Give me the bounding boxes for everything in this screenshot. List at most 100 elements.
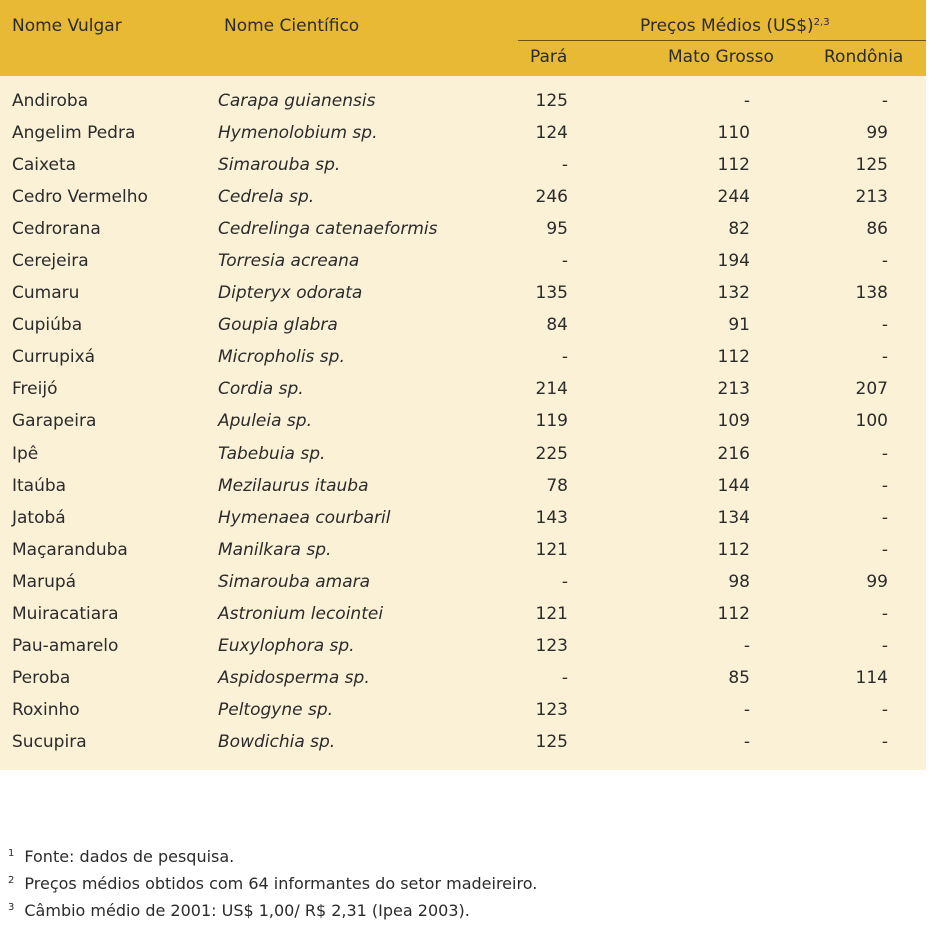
cell-para: 119 [535,411,568,432]
cell-rondonia: 99 [866,571,888,592]
cell-mato-grosso: 91 [728,315,750,336]
header-precos-medios: Preços Médios (US$)2,3 [640,16,830,36]
cell-rondonia: - [881,635,888,656]
cell-mato-grosso: 112 [717,347,750,368]
cell-para: 125 [535,731,568,752]
cell-nome-cientifico: Bowdichia sp. [218,731,336,752]
header-nome-vulgar: Nome Vulgar [12,16,122,36]
cell-nome-vulgar: Ipê [12,443,39,464]
cell-nome-cientifico: Aspidosperma sp. [218,667,370,688]
footnote: 3 Câmbio médio de 2001: US$ 1,00/ R$ 2,31… [8,896,537,923]
table-row: Muiracatiara Astronium lecointei 121 112 - [0,602,926,634]
footnote-text: Fonte: dados de pesquisa. [24,847,235,866]
cell-rondonia: - [881,699,888,720]
cell-para: - [561,571,568,592]
cell-nome-vulgar: Cumaru [12,283,80,304]
footnote-text: Câmbio médio de 2001: US$ 1,00/ R$ 2,31 … [24,901,470,920]
cell-nome-vulgar: Pau-amarelo [12,635,119,656]
table-row: Garapeira Apuleia sp. 119 109 100 [0,409,926,441]
footnote-number: 3 [8,902,15,913]
cell-mato-grosso: 112 [717,155,750,176]
cell-para: 125 [535,91,568,111]
cell-nome-cientifico: Cordia sp. [218,379,304,400]
cell-para: 121 [535,603,568,624]
cell-nome-cientifico: Torresia acreana [218,251,360,272]
table-row: Andiroba Carapa guianensis 125 - - [0,89,926,121]
cell-nome-cientifico: Simarouba amara [218,571,371,592]
cell-mato-grosso: - [743,731,750,752]
table-body: Andiroba Carapa guianensis 125- - Angelim Pe… [0,76,926,770]
cell-nome-cientifico: Tabebuia sp. [218,443,326,464]
cell-para: 143 [535,507,568,528]
cell-para: 225 [535,443,568,464]
cell-rondonia: 125 [855,155,888,176]
cell-mato-grosso: - [743,635,750,656]
cell-nome-vulgar: Cedrorana [12,219,101,240]
cell-nome-cientifico: Hymenaea courbaril [218,507,391,528]
cell-para: 84 [546,315,568,336]
table-row: Cupiúba Goupia glabra 84 91 - [0,313,926,345]
cell-nome-vulgar: Jatobá [12,507,66,528]
cell-mato-grosso: 244 [717,187,750,208]
cell-para: 135 [535,283,568,304]
cell-mato-grosso: 112 [717,603,750,624]
footnote-number: 1 [8,848,15,859]
cell-nome-cientifico: Cedrela sp. [218,187,315,208]
cell-nome-vulgar: Freijó [12,379,58,400]
cell-rondonia: 114 [855,667,888,688]
cell-mato-grosso: 109 [717,411,750,432]
table-row: Itaúba Mezilaurus itauba 78 144 - [0,474,926,506]
cell-mato-grosso: - [743,91,750,111]
cell-mato-grosso: 112 [717,539,750,560]
header-precos-label: Preços Médios (US$) [640,16,814,36]
cell-nome-vulgar: Cupiúba [12,315,83,336]
cell-para: - [561,155,568,176]
header-mato-grosso: Mato Grosso [668,47,774,67]
footnote-number: 2 [8,875,15,886]
cell-nome-cientifico: Carapa guianensis [218,91,376,111]
cell-rondonia: 138 [855,283,888,304]
table-row: Cerejeira Torresia acreana - 194 - [0,249,926,281]
table-row: Cedrorana Cedrelinga catenaeformis 95 82 86 [0,217,926,249]
header-precos-superscript: 2,3 [813,17,830,28]
cell-rondonia: - [881,539,888,560]
cell-rondonia: - [881,91,888,111]
cell-rondonia: - [881,475,888,496]
cell-para: - [561,667,568,688]
cell-para: 214 [535,379,568,400]
header-divider [518,40,926,41]
cell-nome-vulgar: Currupixá [12,347,96,368]
cell-para: 123 [535,635,568,656]
cell-nome-cientifico: Dipteryx odorata [218,283,363,304]
cell-rondonia: - [881,731,888,752]
header-nome-cientifico: Nome Científico [224,16,360,36]
cell-nome-cientifico: Euxylophora sp. [218,635,355,656]
cell-rondonia: 100 [855,411,888,432]
cell-nome-vulgar: Maçaranduba [12,539,128,560]
cell-mato-grosso: 194 [717,251,750,272]
table-row: Roxinho Peltogyne sp. 123 - - [0,698,926,730]
cell-rondonia: - [881,443,888,464]
cell-para: 95 [546,219,568,240]
table-row: Marupá Simarouba amara - 98 99 [0,570,926,602]
cell-rondonia: 207 [855,379,888,400]
table-row: Currupixá Micropholis sp. - 112 - [0,345,926,377]
cell-mato-grosso: - [743,699,750,720]
cell-mato-grosso: 216 [717,443,750,464]
cell-para: 124 [535,123,568,144]
cell-mato-grosso: 213 [717,379,750,400]
cell-mato-grosso: 98 [728,571,750,592]
table-row: Peroba Aspidosperma sp. - 85 114 [0,666,926,698]
cell-nome-vulgar: Itaúba [12,475,67,496]
table-row: Cedro Vermelho Cedrela sp. 246 244 213 [0,185,926,217]
cell-nome-vulgar: Roxinho [12,699,80,720]
cell-mato-grosso: 144 [717,475,750,496]
cell-nome-cientifico: Astronium lecointei [218,603,384,624]
table-row: Ipê Tabebuia sp. 225 216 - [0,442,926,474]
table-row: Maçaranduba Manilkara sp. 121 112 - [0,538,926,570]
cell-nome-vulgar: Cerejeira [12,251,89,272]
cell-rondonia: 99 [866,123,888,144]
cell-nome-vulgar: Sucupira [12,731,87,752]
cell-nome-cientifico: Apuleia sp. [218,411,312,432]
cell-nome-cientifico: Hymenolobium sp. [218,123,378,144]
